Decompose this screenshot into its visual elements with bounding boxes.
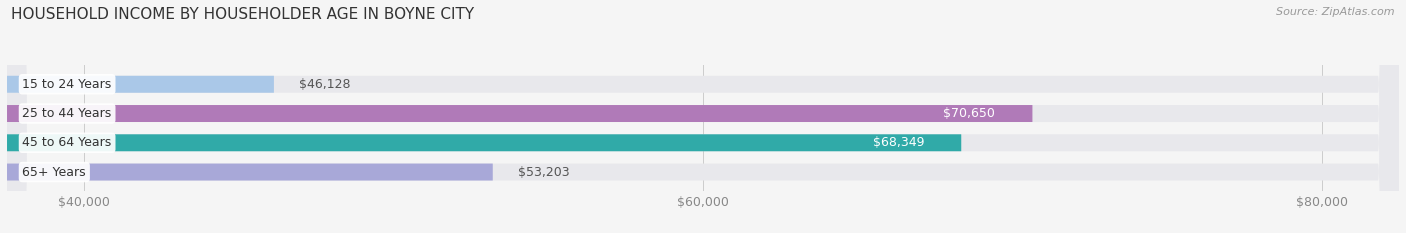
Text: 45 to 64 Years: 45 to 64 Years: [22, 136, 111, 149]
FancyBboxPatch shape: [7, 164, 492, 181]
Text: $70,650: $70,650: [943, 107, 995, 120]
FancyBboxPatch shape: [7, 0, 1399, 233]
FancyBboxPatch shape: [7, 0, 1399, 233]
Text: Source: ZipAtlas.com: Source: ZipAtlas.com: [1277, 7, 1395, 17]
Text: $53,203: $53,203: [517, 165, 569, 178]
FancyBboxPatch shape: [7, 105, 1032, 122]
Text: 15 to 24 Years: 15 to 24 Years: [22, 78, 111, 91]
FancyBboxPatch shape: [7, 0, 1399, 233]
Text: HOUSEHOLD INCOME BY HOUSEHOLDER AGE IN BOYNE CITY: HOUSEHOLD INCOME BY HOUSEHOLDER AGE IN B…: [11, 7, 474, 22]
FancyBboxPatch shape: [7, 0, 1399, 233]
Text: $46,128: $46,128: [298, 78, 350, 91]
FancyBboxPatch shape: [7, 134, 962, 151]
Text: 25 to 44 Years: 25 to 44 Years: [22, 107, 111, 120]
FancyBboxPatch shape: [7, 76, 274, 93]
Text: 65+ Years: 65+ Years: [22, 165, 86, 178]
Text: $68,349: $68,349: [873, 136, 924, 149]
